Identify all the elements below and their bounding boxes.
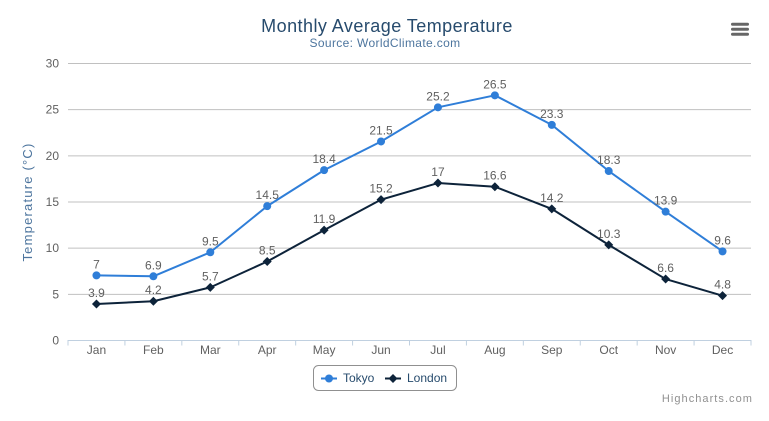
svg-text:Feb: Feb [143,343,164,357]
svg-text:6.6: 6.6 [657,261,674,275]
svg-text:Oct: Oct [599,343,618,357]
svg-text:4.8: 4.8 [714,278,731,292]
svg-text:14.2: 14.2 [540,191,564,205]
svg-text:0: 0 [52,334,59,348]
svg-text:9.6: 9.6 [714,233,731,247]
svg-text:10.3: 10.3 [597,227,621,241]
svg-text:14.5: 14.5 [256,188,280,202]
svg-text:5: 5 [52,287,59,301]
svg-text:Apr: Apr [258,343,277,357]
svg-text:Jul: Jul [430,343,445,357]
svg-text:18.4: 18.4 [312,152,336,166]
svg-text:18.3: 18.3 [597,153,621,167]
svg-text:Tokyo: Tokyo [343,371,375,385]
svg-text:Sep: Sep [541,343,563,357]
svg-text:25: 25 [46,103,60,117]
svg-text:Source: WorldClimate.com: Source: WorldClimate.com [310,36,461,50]
svg-text:21.5: 21.5 [369,123,393,137]
svg-text:23.3: 23.3 [540,107,564,121]
svg-text:Temperature (°C): Temperature (°C) [20,142,35,261]
svg-text:8.5: 8.5 [259,244,276,258]
svg-text:4.2: 4.2 [145,283,162,297]
svg-text:9.5: 9.5 [202,234,219,248]
svg-text:11.9: 11.9 [313,212,336,226]
svg-text:Highcharts.com: Highcharts.com [662,393,753,405]
svg-text:Monthly Average Temperature: Monthly Average Temperature [261,16,513,36]
svg-text:5.7: 5.7 [202,269,219,283]
svg-text:10: 10 [46,241,60,255]
svg-text:25.2: 25.2 [426,89,450,103]
svg-text:Jan: Jan [87,343,106,357]
svg-text:20: 20 [46,149,60,163]
svg-text:13.9: 13.9 [654,194,678,208]
svg-text:Mar: Mar [200,343,221,357]
svg-text:15: 15 [46,195,60,209]
svg-text:3.9: 3.9 [88,286,105,300]
svg-text:30: 30 [46,57,60,71]
svg-text:17: 17 [431,165,445,179]
svg-text:May: May [313,343,336,357]
svg-text:Jun: Jun [371,343,390,357]
svg-text:15.2: 15.2 [369,182,393,196]
svg-text:26.5: 26.5 [483,77,507,91]
svg-text:Dec: Dec [712,343,733,357]
svg-text:16.6: 16.6 [483,169,507,183]
svg-text:Nov: Nov [655,343,676,357]
svg-text:Aug: Aug [484,343,505,357]
svg-text:6.9: 6.9 [145,258,162,272]
svg-text:7: 7 [93,257,100,271]
svg-text:London: London [407,371,447,385]
